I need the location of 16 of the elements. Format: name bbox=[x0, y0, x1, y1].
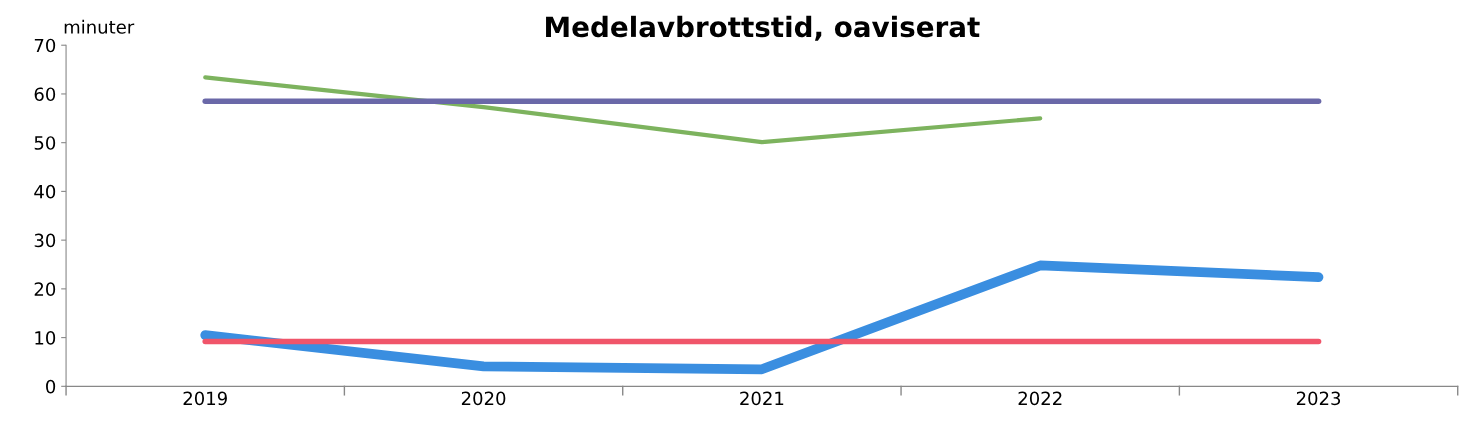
x-tick-label: 2021 bbox=[740, 391, 784, 406]
y-tick-label: 30 bbox=[34, 233, 56, 248]
x-tick-label: 2019 bbox=[183, 391, 227, 406]
y-tick-label: 70 bbox=[34, 38, 56, 53]
y-tick-label: 50 bbox=[34, 136, 56, 150]
y-tick-label: 60 bbox=[34, 87, 56, 102]
x-tick-label: 2020 bbox=[461, 391, 506, 406]
y-axis-title: minuter bbox=[64, 19, 135, 34]
y-tick-label: 20 bbox=[34, 282, 56, 296]
y-tick-label: 10 bbox=[35, 331, 56, 345]
y-tick-label: 0 bbox=[46, 379, 56, 394]
y-tick-label: 40 bbox=[34, 184, 56, 199]
chart-title: Medelavbrottstid, oaviserat bbox=[546, 15, 980, 41]
line-series bbox=[203, 75, 1043, 145]
x-tick-label: 2022 bbox=[1018, 391, 1062, 406]
x-tick-label: 2023 bbox=[1296, 391, 1341, 406]
